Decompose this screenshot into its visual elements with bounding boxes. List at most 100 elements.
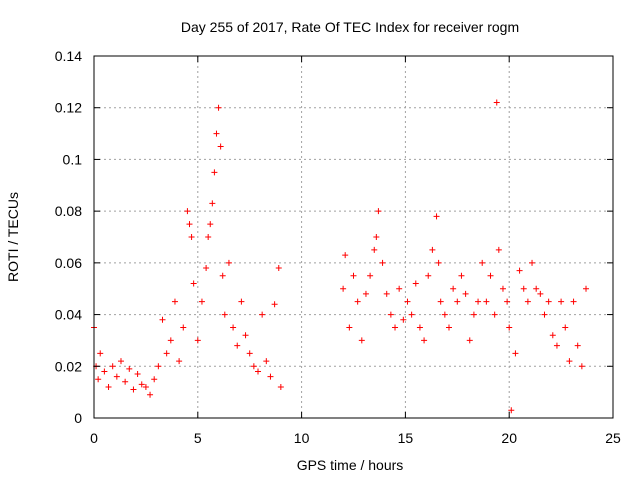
data-point: [188, 234, 195, 240]
data-point: [541, 311, 548, 318]
data-point: [147, 391, 154, 398]
data-point: [371, 246, 378, 253]
chart-title: Day 255 of 2017, Rate Of TEC Index for r…: [181, 19, 519, 35]
grid-layer: [94, 56, 613, 418]
data-point: [400, 316, 407, 323]
y-tick-label: 0.12: [55, 100, 82, 116]
data-point: [122, 378, 129, 385]
data-point: [487, 272, 494, 279]
data-point: [408, 311, 415, 318]
data-point: [508, 407, 515, 414]
data-point: [583, 285, 590, 292]
data-point: [354, 298, 361, 305]
data-point: [242, 332, 249, 339]
data-point: [574, 342, 581, 349]
x-tick-label: 20: [501, 430, 517, 446]
data-point: [387, 311, 394, 318]
data-point: [375, 208, 382, 215]
y-tick-label: 0.08: [55, 203, 82, 219]
y-tick-label: 0: [74, 410, 82, 426]
data-point: [340, 285, 347, 292]
data-point: [113, 373, 120, 380]
data-point: [271, 301, 278, 308]
data-point: [267, 373, 274, 380]
data-point: [404, 298, 411, 305]
data-point: [151, 376, 158, 383]
data-point: [219, 272, 226, 279]
y-tick-label: 0.02: [55, 358, 82, 374]
data-point: [134, 371, 141, 378]
data-point: [566, 358, 573, 365]
data-point: [194, 337, 201, 344]
data-point: [383, 290, 390, 297]
data-point: [155, 363, 162, 370]
data-point: [277, 383, 284, 390]
data-point: [225, 259, 232, 266]
data-point: [342, 252, 349, 259]
data-point: [207, 221, 214, 228]
data-point: [570, 298, 577, 305]
data-point: [524, 298, 531, 305]
data-point: [558, 298, 565, 305]
data-point: [495, 246, 502, 253]
data-point: [421, 337, 428, 344]
data-point: [553, 342, 560, 349]
data-point: [373, 234, 380, 240]
data-point: [491, 311, 498, 318]
plot-frame: [93, 55, 614, 419]
data-point: [493, 99, 500, 106]
data-point: [186, 221, 193, 228]
x-axis-label: GPS time / hours: [297, 457, 404, 473]
data-point: [379, 259, 386, 266]
data-point: [562, 324, 569, 331]
ticks-layer: 0 5 10 15 20 25 0 0.02 0.04 0.06 0.08 0.1 0.12 0.14: [55, 48, 621, 446]
data-point: [167, 337, 174, 344]
data-point: [529, 259, 536, 266]
data-point: [479, 259, 486, 266]
data-point: [234, 342, 241, 349]
data-point: [205, 234, 212, 240]
data-point: [429, 246, 436, 253]
data-point: [450, 285, 457, 292]
data-point: [416, 324, 423, 331]
data-point: [483, 298, 490, 305]
data-point: [221, 311, 228, 318]
data-point: [198, 298, 205, 305]
data-point: [441, 311, 448, 318]
data-point: [211, 169, 218, 176]
data-point: [533, 285, 540, 292]
data-point: [238, 298, 245, 305]
data-point: [396, 285, 403, 292]
x-tick-label: 15: [398, 430, 414, 446]
points-layer: [91, 99, 590, 414]
data-point: [392, 324, 399, 331]
data-point: [159, 316, 166, 323]
data-point: [215, 104, 222, 111]
data-point: [537, 290, 544, 297]
data-point: [246, 350, 253, 357]
data-point: [117, 358, 124, 365]
data-point: [367, 272, 374, 279]
data-point: [470, 311, 477, 318]
y-tick-label: 0.04: [55, 307, 82, 323]
data-point: [437, 298, 444, 305]
data-point: [105, 383, 112, 390]
data-point: [142, 383, 149, 390]
data-point: [350, 272, 357, 279]
data-point: [549, 332, 556, 339]
data-point: [475, 298, 482, 305]
x-tick-label: 10: [294, 430, 310, 446]
data-point: [230, 324, 237, 331]
x-tick-label: 0: [90, 430, 98, 446]
data-point: [425, 272, 432, 279]
data-point: [109, 363, 116, 370]
data-point: [504, 298, 511, 305]
data-point: [458, 272, 465, 279]
data-point: [203, 265, 210, 272]
data-point: [213, 130, 220, 137]
data-point: [171, 298, 178, 305]
y-tick-label: 0.14: [55, 48, 82, 64]
data-point: [516, 267, 523, 274]
data-point: [362, 290, 369, 297]
